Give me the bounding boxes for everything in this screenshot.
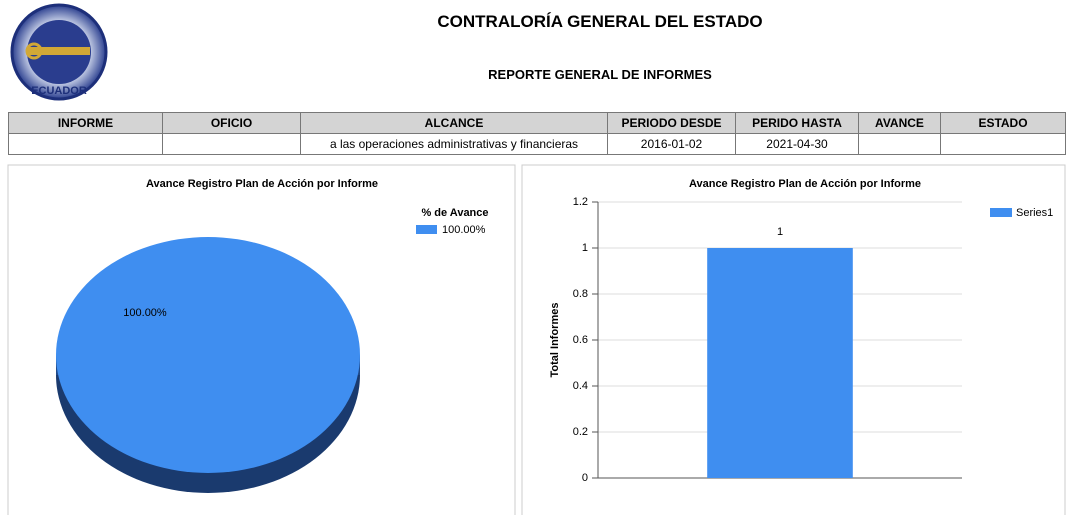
legend-title: % de Avance bbox=[421, 207, 488, 219]
y-tick-label: 0.8 bbox=[573, 288, 588, 300]
report-table: INFORME OFICIO ALCANCE PERIODO DESDE PERIDO … bbox=[8, 112, 1066, 155]
panel bbox=[7, 164, 516, 515]
header: ECUADOR CONTRALORÍA GENERAL DEL ESTADO R… bbox=[0, 0, 1072, 110]
panel bbox=[521, 164, 1066, 515]
subtitle: REPORTE GENERAL DE INFORMES bbox=[488, 67, 712, 82]
y-tick-label: 0.2 bbox=[573, 426, 588, 438]
cell: 2016-01-02 bbox=[607, 133, 736, 155]
title: CONTRALORÍA GENERAL DEL ESTADO bbox=[437, 12, 763, 31]
y-tick-label: 0.6 bbox=[573, 334, 588, 346]
chart-title: Avance Registro Plan de Acción por Infor… bbox=[146, 178, 378, 190]
logo-text: ECUADOR bbox=[31, 85, 87, 97]
bar bbox=[707, 248, 853, 478]
column-header: PERIODO DESDE bbox=[607, 112, 736, 134]
y-tick-label: 0.4 bbox=[573, 380, 588, 392]
column-header: ESTADO bbox=[940, 112, 1066, 134]
y-tick-label: 0 bbox=[582, 472, 588, 484]
pie-slice bbox=[56, 237, 360, 473]
y-tick-label: 1.2 bbox=[573, 196, 588, 208]
logo: ECUADOR bbox=[10, 3, 108, 101]
y-tick-label: 1 bbox=[582, 242, 588, 254]
data-label: 1 bbox=[777, 226, 783, 238]
column-header: ALCANCE bbox=[300, 112, 608, 134]
legend-swatch bbox=[990, 208, 1012, 217]
cell: a las operaciones administrativas y fina… bbox=[300, 133, 608, 155]
y-axis-label: Total Informes bbox=[549, 303, 561, 378]
cell: 2021-04-30 bbox=[735, 133, 859, 155]
header-row: INFORME OFICIO ALCANCE PERIODO DESDE PERIDO … bbox=[8, 112, 1066, 134]
legend-label: 100.00% bbox=[442, 224, 486, 236]
data-label: 100.00% bbox=[123, 307, 167, 319]
legend-swatch bbox=[416, 225, 437, 234]
row: a las operaciones administrativas y fina… bbox=[8, 133, 1066, 155]
column-header: AVANCE bbox=[858, 112, 941, 134]
cell bbox=[940, 133, 1066, 155]
legend-label: Series1 bbox=[1016, 207, 1053, 219]
chart-title: Avance Registro Plan de Acción por Infor… bbox=[689, 178, 921, 190]
